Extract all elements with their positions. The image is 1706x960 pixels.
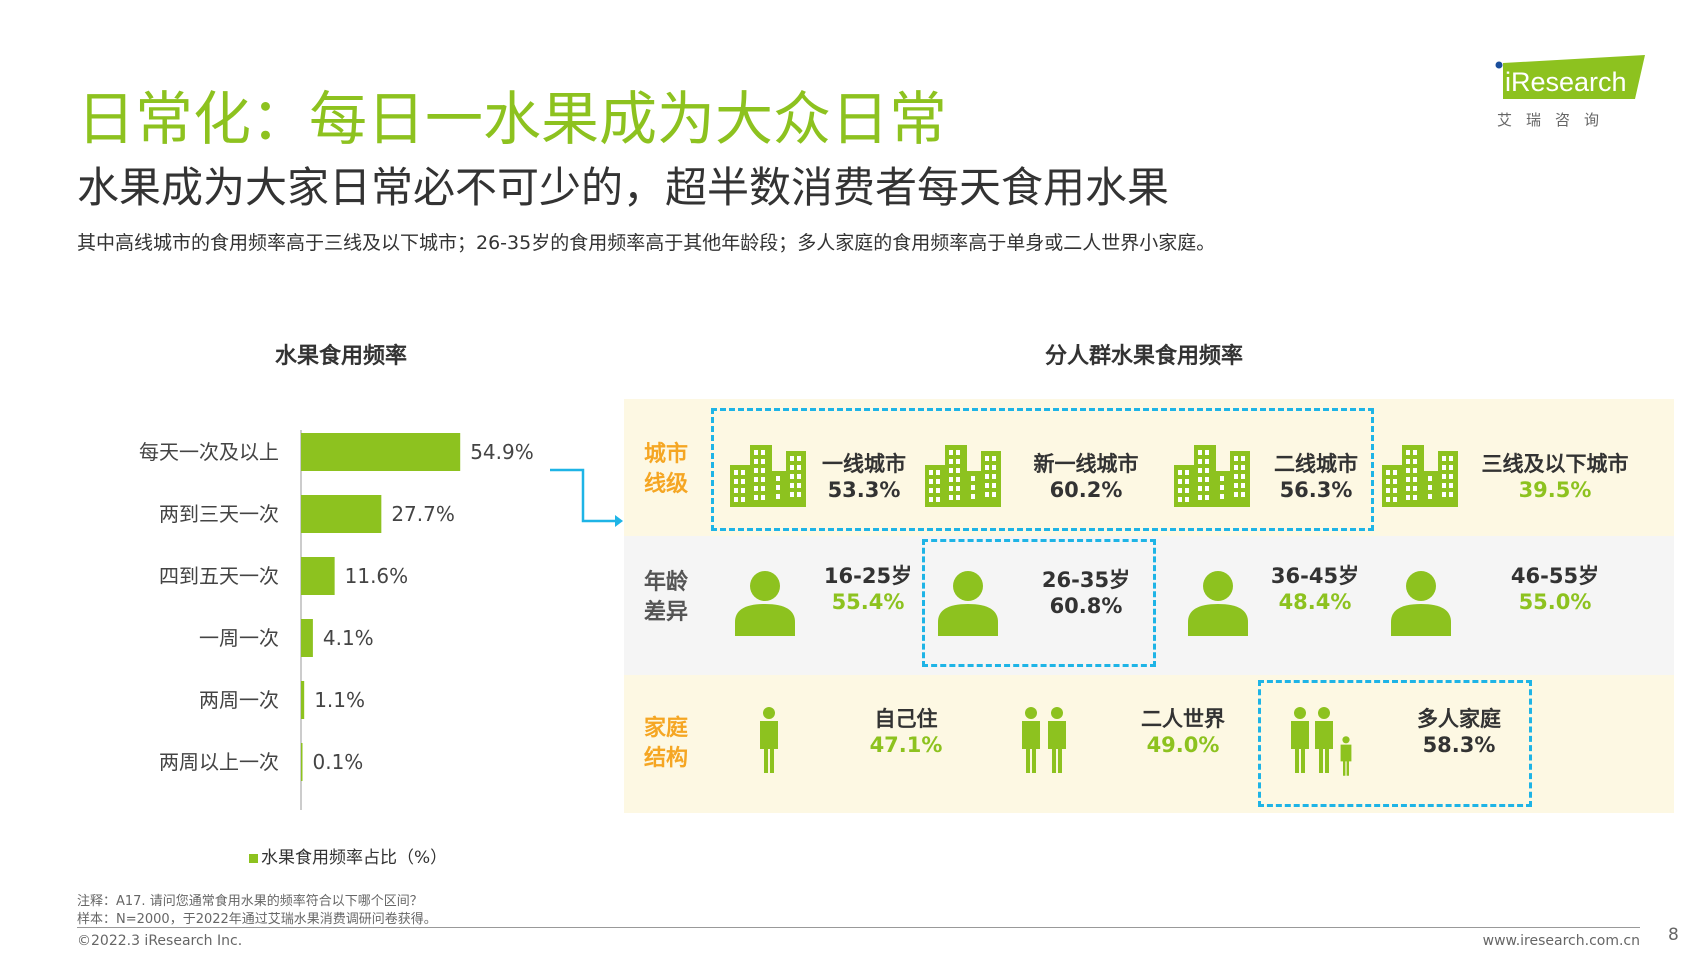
segment-name: 二人世界 (1141, 707, 1225, 731)
segment-name: 26-35岁 (1041, 568, 1131, 592)
segment-family-item: 多人家庭 58.3% (1417, 706, 1501, 758)
segment-value: 49.0% (1146, 733, 1220, 757)
building-icon (730, 445, 806, 511)
data-label: 1.1% (314, 688, 365, 712)
category-label: 两到三天一次 (159, 502, 279, 526)
segment-value: 39.5% (1518, 478, 1592, 502)
family-row (624, 675, 1674, 813)
segment-age-item: 26-35岁 60.8% (1042, 567, 1130, 619)
data-label: 0.1% (313, 750, 364, 774)
segment-value: 60.2% (1049, 478, 1123, 502)
website-link[interactable]: www.iresearch.com.cn (1482, 933, 1640, 949)
data-label: 4.1% (323, 626, 374, 650)
segment-value: 60.8% (1049, 594, 1123, 618)
segment-age-item: 16-25岁 55.4% (824, 563, 912, 615)
building-icon (925, 445, 1001, 511)
legend-swatch (249, 854, 258, 863)
page-subtitle: 水果成为大家日常必不可少的，超半数消费者每天食用水果 (77, 163, 1170, 212)
category-label: 四到五天一次 (159, 564, 279, 588)
bar (301, 433, 461, 471)
segment-age-item: 36-45岁 48.4% (1271, 563, 1359, 615)
person-icon (1186, 570, 1250, 640)
row-label-family: 家庭 结构 (644, 716, 689, 771)
iresearch-logo: iResearch 艾瑞咨询 (1495, 55, 1645, 129)
person-icon (733, 570, 797, 640)
bar (301, 743, 303, 781)
building-icon (1382, 445, 1458, 511)
category-label: 一周一次 (199, 626, 279, 650)
data-label: 54.9% (470, 440, 534, 464)
bar (301, 681, 305, 719)
segment-name: 36-45岁 (1270, 564, 1360, 588)
person-icon (936, 570, 1000, 640)
segment-name: 三线及以下城市 (1481, 452, 1629, 476)
segment-city-item: 一线城市 53.3% (822, 451, 906, 503)
bar (301, 557, 335, 595)
footer-divider (77, 927, 1640, 928)
highlight-box-city (711, 408, 1374, 531)
segment-name: 46-55岁 (1510, 564, 1600, 588)
svg-text:艾瑞咨询: 艾瑞咨询 (1497, 111, 1613, 129)
segment-value: 58.3% (1422, 733, 1496, 757)
segment-name: 新一线城市 (1033, 452, 1139, 476)
segment-age-item: 46-55岁 55.0% (1511, 563, 1599, 615)
segment-name: 16-25岁 (823, 564, 913, 588)
segment-name: 自己住 (874, 707, 938, 731)
family-icon (749, 705, 789, 781)
segment-value: 55.0% (1518, 590, 1592, 614)
family-icon (1015, 705, 1075, 781)
chart-title: 水果食用频率 (274, 344, 408, 369)
copyright: ©2022.3 iResearch Inc. (77, 933, 243, 949)
highlight-box-age (922, 539, 1156, 667)
segment-family-item: 二人世界 49.0% (1141, 706, 1225, 758)
category-label: 每天一次及以上 (139, 440, 279, 464)
footnote: 注释：A17. 请问您通常食用水果的频率符合以下哪个区间？ (77, 894, 423, 909)
segment-city-item: 新一线城市 60.2% (1034, 451, 1139, 503)
legend-label: 水果食用频率占比（%） (261, 848, 448, 868)
bar (301, 495, 382, 533)
segment-value: 48.4% (1278, 590, 1352, 614)
page-title: 日常化：每日一水果成为大众日常 (77, 85, 948, 153)
segment-value: 47.1% (869, 733, 943, 757)
data-label: 27.7% (391, 502, 455, 526)
data-label: 11.6% (345, 564, 409, 588)
building-icon (1174, 445, 1250, 511)
family-icon (1286, 705, 1358, 781)
segment-name: 一线城市 (822, 452, 906, 476)
segment-value: 53.3% (827, 478, 901, 502)
category-label: 两周一次 (199, 688, 279, 712)
category-label: 两周以上一次 (159, 750, 279, 774)
page-description: 其中高线城市的食用频率高于三线及以下城市；26-35岁的食用频率高于其他年龄段；… (77, 232, 1216, 254)
age-row (624, 536, 1674, 675)
row-label-city: 城市 线级 (644, 442, 689, 497)
sample-note: 样本：N=2000，于2022年通过艾瑞水果消费调研问卷获得。 (77, 912, 437, 927)
svg-text:iResearch: iResearch (1505, 67, 1627, 97)
segment-city-item: 三线及以下城市 39.5% (1482, 451, 1629, 503)
segment-family-item: 自己住 47.1% (870, 706, 943, 758)
segment-value: 55.4% (831, 590, 905, 614)
page-number: 8 (1668, 925, 1679, 945)
segments-title: 分人群水果食用频率 (1044, 344, 1244, 369)
segment-value: 56.3% (1279, 478, 1353, 502)
segment-name: 多人家庭 (1417, 707, 1501, 731)
row-label-age: 年龄 差异 (644, 570, 689, 625)
segment-city-item: 二线城市 56.3% (1274, 451, 1358, 503)
bar (301, 619, 313, 657)
chart-legend: 水果食用频率占比（%） (249, 843, 447, 868)
arrow-icon (550, 468, 623, 527)
highlight-box-family (1258, 680, 1532, 807)
segment-name: 二线城市 (1274, 452, 1358, 476)
bar-chart: 每天一次及以上 54.9% 两到三天一次 27.7% 四到五天一次 11.6% 一周一次 4.… (139, 430, 534, 810)
person-icon (1389, 570, 1453, 640)
